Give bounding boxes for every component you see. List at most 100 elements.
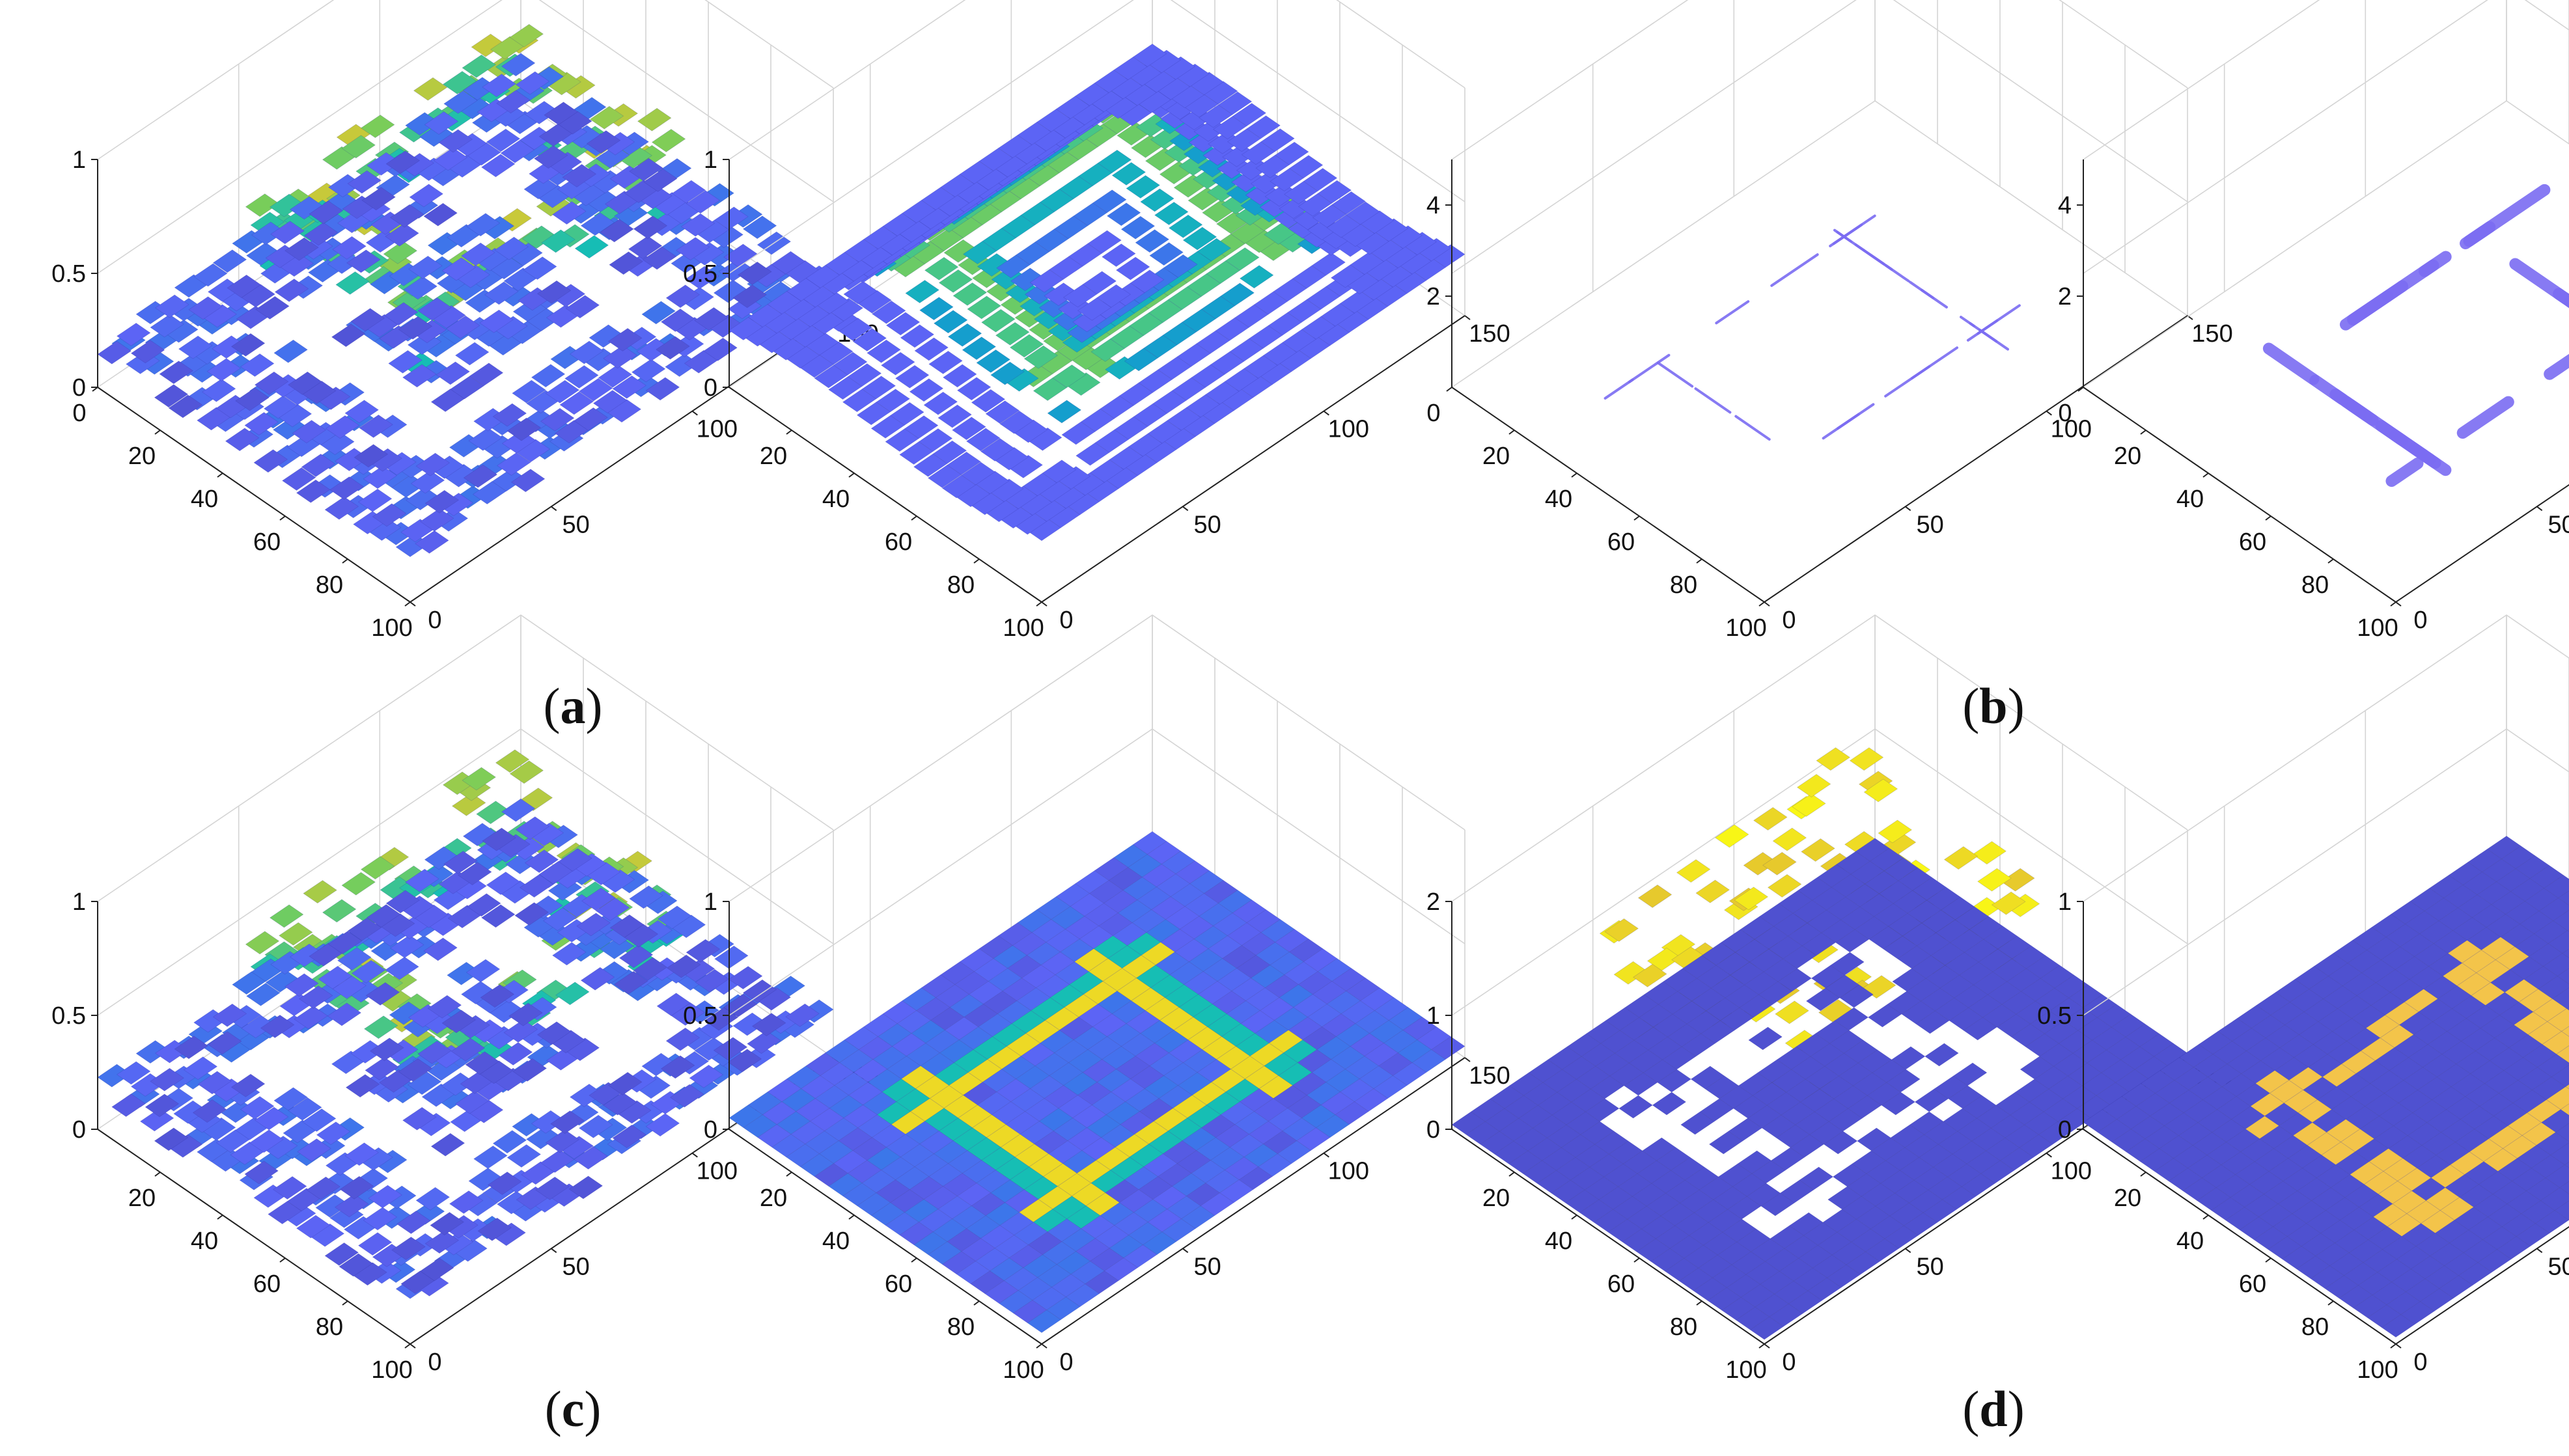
x-tick-label: 80	[1670, 571, 1697, 599]
x-tick-label: 100	[1725, 1356, 1766, 1384]
surface-fragment	[2269, 349, 2313, 379]
x-tick	[1572, 1215, 1577, 1219]
z-tick-label: 0.5	[683, 260, 717, 288]
x-tick-label: 20	[1482, 443, 1510, 470]
x-tick-label: 0	[1426, 400, 1440, 427]
surface-fragment	[1696, 389, 1730, 412]
z-tick-label: 0.5	[2037, 1002, 2072, 1030]
x-tick	[849, 473, 854, 477]
surface	[1605, 216, 2020, 439]
surface	[2269, 190, 2569, 481]
x-tick	[155, 430, 160, 434]
x-tick	[405, 1344, 410, 1348]
x-tick	[1036, 1344, 1042, 1348]
y-tick	[1465, 1058, 1470, 1062]
z-tick-label: 2	[2058, 283, 2072, 310]
z-tick-label: 0	[72, 1116, 86, 1144]
surface-cell	[1619, 1095, 1652, 1118]
surface-cell	[1850, 748, 1883, 771]
x-tick-label: 100	[1003, 614, 1044, 642]
x-tick	[1634, 1258, 1639, 1262]
y-tick	[692, 1153, 697, 1157]
x-tick	[1036, 602, 1042, 606]
x-tick	[342, 1301, 348, 1305]
surface-cell	[1652, 1092, 1686, 1115]
y-tick	[2396, 602, 2401, 606]
caption-letter: b	[1979, 678, 2007, 734]
y-tick	[2537, 506, 2542, 510]
z-tick-label: 1	[72, 146, 86, 174]
surface	[98, 24, 833, 556]
surface-fragment	[1605, 379, 1633, 398]
surface-cell	[323, 900, 356, 922]
y-tick	[2537, 1248, 2542, 1252]
z-tick-label: 0	[704, 374, 717, 402]
surface-fragment	[1716, 301, 1748, 323]
grid-line	[2083, 0, 2569, 159]
z-tick-label: 0	[704, 1116, 717, 1144]
y-tick	[410, 602, 415, 606]
y-tick-label: 0	[1059, 1349, 1073, 1376]
x-tick	[1509, 430, 1514, 434]
surface-cell	[1749, 1027, 1782, 1050]
surface-cell	[1816, 748, 1850, 771]
x-tick	[217, 473, 223, 477]
x-tick	[2328, 559, 2333, 563]
x-tick	[786, 1172, 792, 1176]
x-tick-label: 0	[2058, 400, 2072, 427]
grid-line	[729, 615, 1465, 901]
grid-line	[2083, 0, 2569, 273]
y-tick-label: 50	[1194, 1253, 1221, 1280]
y-tick-label: 50	[2548, 511, 2569, 538]
y-tick	[1324, 411, 1329, 415]
x-tick	[2328, 1301, 2333, 1305]
surface-fragment	[2388, 266, 2434, 296]
surface	[98, 750, 833, 1298]
x-tick-label: 20	[2114, 443, 2141, 470]
surface-cell	[1754, 808, 1787, 831]
z-tick-label: 1	[2058, 888, 2072, 916]
x-tick-label: 100	[2357, 1356, 2398, 1384]
y-tick-label: 150	[1469, 1062, 1510, 1090]
x-tick-label: 40	[2176, 1228, 2204, 1255]
surface-cell	[336, 271, 369, 294]
surface	[729, 44, 1465, 541]
surface-cell	[1775, 1001, 1809, 1024]
z-tick-label: 1	[704, 146, 717, 174]
x-tick	[1572, 473, 1577, 477]
surface-fragment	[1910, 282, 1933, 297]
x-tick	[2141, 1172, 2146, 1176]
y-tick-label: 100	[1328, 416, 1369, 443]
surface-cell	[1677, 860, 1710, 883]
x-tick	[1697, 1301, 1702, 1305]
x-tick	[911, 1258, 917, 1262]
y-tick	[551, 1248, 557, 1252]
x-tick-label: 60	[2239, 1271, 2266, 1298]
surface-fragment	[1771, 254, 1817, 286]
caption-close: )	[586, 678, 603, 734]
surface-cell	[1696, 880, 1729, 903]
surface-cell	[1973, 842, 2006, 864]
surface-cell	[1048, 400, 1081, 423]
z-tick-label: 0.5	[51, 260, 86, 288]
y-tick	[2046, 411, 2051, 415]
y-tick	[1042, 1344, 1047, 1348]
y-tick-label: 50	[2548, 1253, 2569, 1280]
surface-fragment	[2391, 463, 2417, 481]
x-tick-label: 80	[316, 1313, 343, 1341]
x-tick	[280, 516, 285, 520]
y-tick-label: 0	[2413, 1349, 2427, 1376]
y-tick	[1042, 602, 1047, 606]
x-tick-label: 100	[1003, 1356, 1044, 1384]
x-tick	[2266, 516, 2271, 520]
caption-d: (d)	[1962, 1380, 2024, 1438]
y-tick-label: 0	[1059, 607, 1073, 634]
x-tick-label: 40	[2176, 486, 2204, 513]
x-tick	[2203, 473, 2208, 477]
x-tick	[1697, 559, 1702, 563]
